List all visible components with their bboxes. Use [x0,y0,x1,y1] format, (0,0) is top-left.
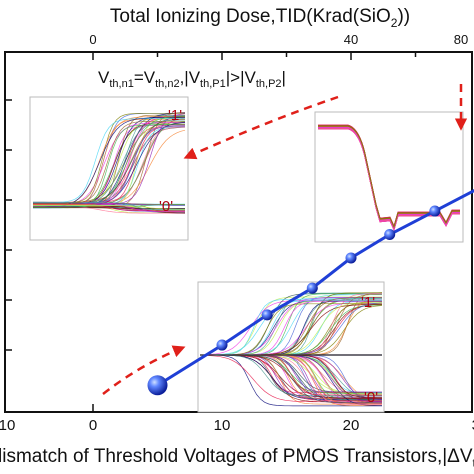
inset-lower-label-high: '1' [361,294,375,311]
left-ticks [5,99,12,351]
series-markers [147,205,441,396]
x-axis-label: lismatch of Threshold Voltages of PMOS T… [0,446,474,470]
annotation-arrows [102,84,468,395]
arrow-to-lower-inset [102,345,186,395]
inset-upper-right [314,111,464,243]
top-tick-label: 80 [454,32,468,47]
data-point [306,282,318,294]
x-tick-label: 0 [89,417,97,434]
condition-annotation: Vth,n1=Vth,n2,|Vth,P1|>|Vth,P2| [98,68,286,90]
series-line [156,189,474,387]
data-point [261,309,273,321]
inset-upper-left: '1' '0' [29,96,189,241]
data-point [216,339,228,351]
waveform-trace [33,120,185,204]
inset-upper-right-waveforms [318,124,460,232]
waveform-trace [33,117,185,208]
inset-lower-waveforms [199,292,383,407]
data-point [384,229,396,240]
waveform-trace [33,202,185,211]
x-tick-label: 10 [214,417,231,434]
top-ticks [92,52,417,60]
x-tick-label: 10 [0,417,15,434]
x-tick-label: 20 [343,417,360,434]
waveform-trace [33,115,186,208]
waveform-trace [33,205,185,210]
highlight-point [147,375,168,396]
inset-lower: '1' '0' [197,281,385,413]
x-tick-label: 30 [472,417,474,434]
top-tick-label: 40 [344,32,358,47]
x-tick-labels: 10010203040506070 [0,417,474,434]
arrow-to-upper-left-inset [183,95,339,160]
waveform-trace [318,125,460,229]
inset-lower-label-low: '0' [364,389,378,406]
data-point [429,205,441,217]
data-point [345,252,357,264]
inset-upper-left-label-low: '0' [159,198,173,215]
inset-upper-left-label-high: '1' [168,107,182,124]
top-axis-title: Total Ionizing Dose,TID(Krad(SiO2)) [110,6,410,30]
inset-upper-left-waveforms [33,112,186,214]
top-tick-label: 0 [89,32,96,47]
